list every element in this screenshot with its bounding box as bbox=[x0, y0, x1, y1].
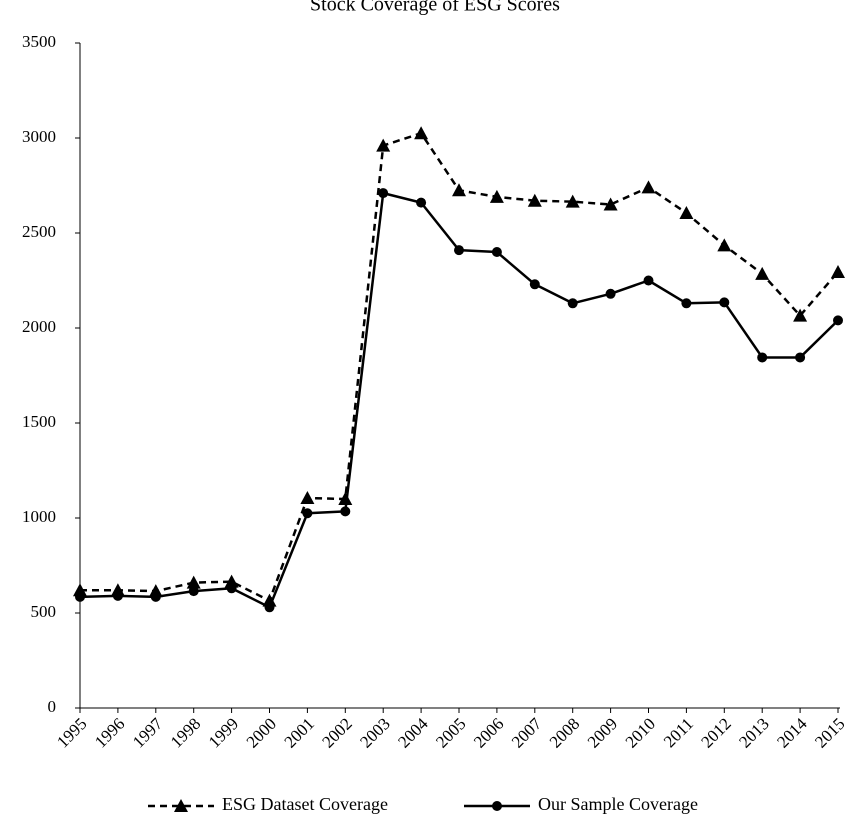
data-point-circle bbox=[340, 506, 351, 517]
x-tick-label: 2015 bbox=[811, 714, 848, 751]
data-point-triangle bbox=[755, 266, 770, 280]
legend-marker-sample bbox=[492, 801, 502, 811]
chart-title: Stock Coverage of ESG Scores bbox=[310, 0, 560, 16]
data-point-circle bbox=[416, 197, 427, 208]
data-point-circle bbox=[681, 298, 692, 309]
y-tick-label: 1000 bbox=[22, 507, 56, 526]
data-point-circle bbox=[75, 591, 85, 602]
x-tick-label: 2013 bbox=[735, 714, 772, 751]
x-tick-label: 2009 bbox=[584, 714, 621, 751]
data-point-circle bbox=[643, 275, 654, 286]
x-tick-label: 2004 bbox=[394, 714, 432, 752]
data-point-triangle bbox=[793, 308, 808, 322]
x-tick-label: 1995 bbox=[53, 714, 90, 751]
y-axis-ticks: 0 500 1000 1500 2000 2500 3000 3500 bbox=[22, 32, 80, 716]
data-point-triangle bbox=[376, 138, 391, 152]
legend: ESG Dataset Coverage Our Sample Coverage bbox=[148, 794, 698, 814]
data-point-triangle bbox=[224, 574, 239, 588]
series-line bbox=[80, 132, 839, 602]
data-point-circle bbox=[150, 591, 161, 602]
data-point-circle bbox=[112, 590, 123, 601]
data-point-triangle bbox=[565, 194, 580, 208]
x-tick-label: 1999 bbox=[205, 714, 242, 751]
data-point-circle bbox=[605, 288, 616, 299]
x-tick-label: 2008 bbox=[546, 714, 583, 751]
y-tick-label: 3000 bbox=[22, 127, 56, 146]
x-tick-label: 2010 bbox=[622, 714, 659, 751]
data-point-circle bbox=[795, 352, 806, 363]
data-point-circle bbox=[757, 352, 768, 363]
data-point-triangle bbox=[603, 197, 618, 211]
data-point-triangle bbox=[414, 126, 429, 140]
legend-label-esg: ESG Dataset Coverage bbox=[222, 794, 388, 814]
data-point-circle bbox=[719, 297, 730, 308]
series-our-sample-coverage bbox=[75, 188, 843, 613]
data-point-triangle bbox=[186, 575, 201, 589]
y-tick-label: 500 bbox=[31, 602, 57, 621]
series-esg-dataset-coverage bbox=[73, 126, 845, 607]
data-point-circle bbox=[491, 247, 502, 257]
x-tick-label: 1997 bbox=[129, 714, 167, 752]
legend-label-sample: Our Sample Coverage bbox=[538, 794, 698, 814]
data-point-circle bbox=[188, 586, 199, 597]
data-point-circle bbox=[454, 245, 464, 256]
data-point-circle bbox=[567, 298, 578, 309]
data-point-circle bbox=[264, 602, 275, 613]
data-point-triangle bbox=[831, 264, 845, 278]
x-tick-label: 2003 bbox=[356, 714, 393, 751]
data-point-triangle bbox=[717, 238, 732, 252]
x-tick-label: 2012 bbox=[697, 714, 734, 751]
y-tick-label: 1500 bbox=[22, 412, 56, 431]
data-point-circle bbox=[378, 188, 389, 199]
y-tick-label: 2000 bbox=[22, 317, 56, 336]
data-point-triangle bbox=[262, 593, 277, 607]
data-point-triangle bbox=[73, 583, 87, 597]
x-tick-label: 2007 bbox=[508, 714, 546, 752]
data-point-circle bbox=[833, 315, 843, 326]
series-line bbox=[79, 191, 839, 609]
legend-marker-esg bbox=[174, 799, 188, 812]
y-tick-label: 2500 bbox=[22, 222, 56, 241]
y-tick-label: 3500 bbox=[22, 32, 56, 51]
data-point-triangle bbox=[641, 180, 656, 194]
x-tick-label: 2002 bbox=[318, 714, 355, 751]
data-point-triangle bbox=[300, 491, 315, 505]
data-point-circle bbox=[226, 583, 237, 594]
data-point-triangle bbox=[527, 193, 542, 207]
x-tick-label: 2005 bbox=[432, 714, 469, 751]
data-point-triangle bbox=[452, 183, 466, 197]
x-axis-ticks: 1995 1996 1997 1998 1999 2000 2001 2002 2003 2004… bbox=[53, 708, 849, 752]
data-point-circle bbox=[302, 508, 313, 519]
series-layer bbox=[73, 126, 845, 613]
x-tick-label: 2014 bbox=[773, 714, 811, 752]
x-tick-label: 1996 bbox=[91, 714, 128, 751]
data-point-triangle bbox=[679, 206, 694, 220]
x-tick-label: 2000 bbox=[243, 714, 280, 751]
x-tick-label: 2006 bbox=[470, 714, 507, 751]
x-tick-label: 2011 bbox=[660, 714, 697, 751]
data-point-circle bbox=[529, 279, 540, 290]
data-point-triangle bbox=[489, 189, 504, 203]
x-tick-label: 1998 bbox=[167, 714, 204, 751]
data-point-triangle bbox=[338, 492, 353, 505]
x-tick-label: 2001 bbox=[281, 714, 318, 751]
y-tick-label: 0 bbox=[48, 697, 57, 716]
